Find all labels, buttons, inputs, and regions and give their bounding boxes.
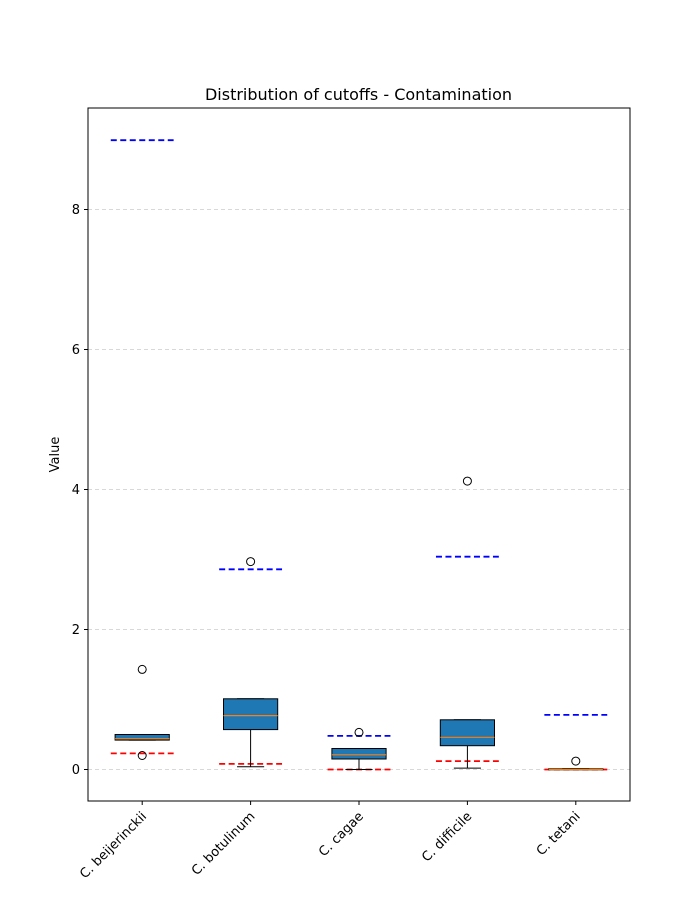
box-group [223, 557, 279, 768]
outlier-point [354, 727, 364, 737]
box-group [548, 756, 604, 771]
y-tick-label: 2 [72, 623, 80, 638]
outlier-point [246, 557, 256, 567]
x-tick-label: C. tetani [534, 809, 584, 859]
box [331, 748, 387, 760]
plot-area-frame [87, 107, 631, 802]
box-group [114, 664, 170, 760]
outlier-point [462, 476, 472, 486]
y-tick-label: 4 [72, 483, 80, 498]
box-group [439, 476, 495, 769]
box-group [331, 727, 387, 770]
outlier-point [571, 756, 581, 766]
y-tick-label: 6 [72, 343, 80, 358]
outlier-point [137, 751, 147, 760]
cutoff-lines [110, 139, 608, 771]
box [223, 698, 279, 731]
gridlines [88, 209, 630, 770]
box [439, 719, 495, 747]
y-tick-label: 0 [72, 763, 80, 778]
x-tick-label: C. difficile [419, 809, 475, 865]
y-tick-label: 8 [72, 203, 80, 218]
x-axis-ticks: C. beijerinckii C. botulinum C. cagae C. di… [77, 801, 584, 882]
x-tick-label: C. beijerinckii [77, 809, 150, 882]
box-plots [114, 476, 604, 771]
x-tick-label: C. cagae [316, 809, 367, 860]
box [114, 734, 170, 741]
y-axis-ticks: 0 2 4 6 8 [72, 203, 88, 778]
chart-title: Distribution of cutoffs - Contamination [205, 85, 512, 104]
x-tick-label: C. botulinum [189, 809, 258, 878]
y-axis-label: Value [48, 437, 63, 473]
outlier-point [137, 664, 147, 674]
